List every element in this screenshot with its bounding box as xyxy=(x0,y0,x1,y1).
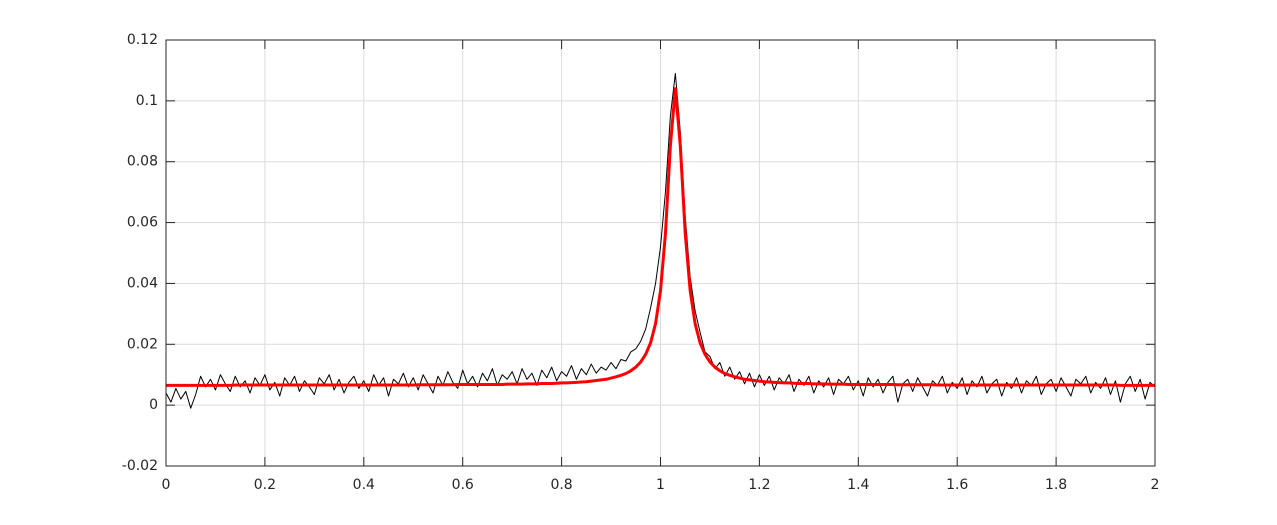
x-tick-label: 1.4 xyxy=(847,477,869,493)
y-tick-label: -0.02 xyxy=(122,458,158,474)
x-tick-label: 0 xyxy=(162,477,171,493)
y-tick-label: 0.02 xyxy=(127,336,158,352)
data-line xyxy=(165,72,1156,409)
y-tick-label: 0.08 xyxy=(127,154,158,170)
x-tick-label: 1 xyxy=(656,477,665,493)
x-tick-label: 0.2 xyxy=(254,477,276,493)
x-tick-label: 1.8 xyxy=(1045,477,1067,493)
x-tick-label: 1.6 xyxy=(946,477,968,493)
data-line xyxy=(166,87,1155,387)
y-tick-label: 0.1 xyxy=(136,93,158,109)
x-tick-label: 0.6 xyxy=(452,477,474,493)
y-tick-label: 0.12 xyxy=(127,32,158,48)
y-tick-label: 0.04 xyxy=(127,275,158,291)
x-tick-label: 1.2 xyxy=(748,477,770,493)
x-tick-label: 0.8 xyxy=(550,477,572,493)
x-tick-label: 0.4 xyxy=(353,477,375,493)
y-tick-label: 0.06 xyxy=(127,215,158,231)
x-tick-label: 2 xyxy=(1151,477,1160,493)
y-tick-label: 0 xyxy=(149,397,158,413)
